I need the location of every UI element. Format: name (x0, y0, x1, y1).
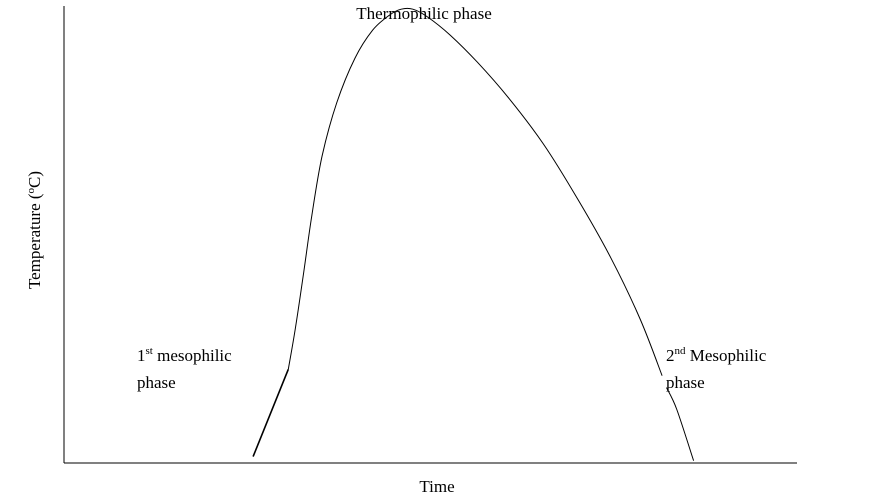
phase-label-base: 1 (137, 346, 146, 365)
phase-label-2nd-mesophilic: 2nd Mesophilic phase (666, 345, 767, 392)
phase-label-rest: Mesophilic (686, 346, 767, 365)
curve-segment-1st-mesophilic (252, 369, 290, 457)
phase-label-sup: st (146, 345, 153, 357)
phase-label-line: 1st mesophilic (137, 345, 232, 365)
phase-label-line: 2nd Mesophilic (666, 345, 767, 365)
phase-label-line: Thermophilic phase (356, 4, 492, 23)
curve-segment-thermophilic (287, 7, 663, 376)
phase-label-rest: mesophilic (153, 346, 232, 365)
y-axis-label: Temperature (oC) (25, 171, 44, 289)
x-axis-label: Time (419, 477, 454, 496)
plot-area (63, 6, 797, 464)
phase-label-base: 2 (666, 346, 675, 365)
y-axis-label-main: Temperature ( (25, 193, 44, 289)
phase-label-line: phase (666, 373, 705, 392)
curve-segment-2nd-mesophilic (666, 387, 695, 461)
phase-label-thermophilic: Thermophilic phase (356, 4, 492, 23)
temperature-curve (252, 7, 695, 461)
phase-label-line: phase (137, 373, 176, 392)
y-axis-label-degree: o (25, 187, 37, 193)
phase-label-sup: nd (675, 345, 687, 357)
y-axis-label-unit: C) (25, 171, 44, 188)
phase-label-1st-mesophilic: 1st mesophilic phase (137, 345, 232, 392)
